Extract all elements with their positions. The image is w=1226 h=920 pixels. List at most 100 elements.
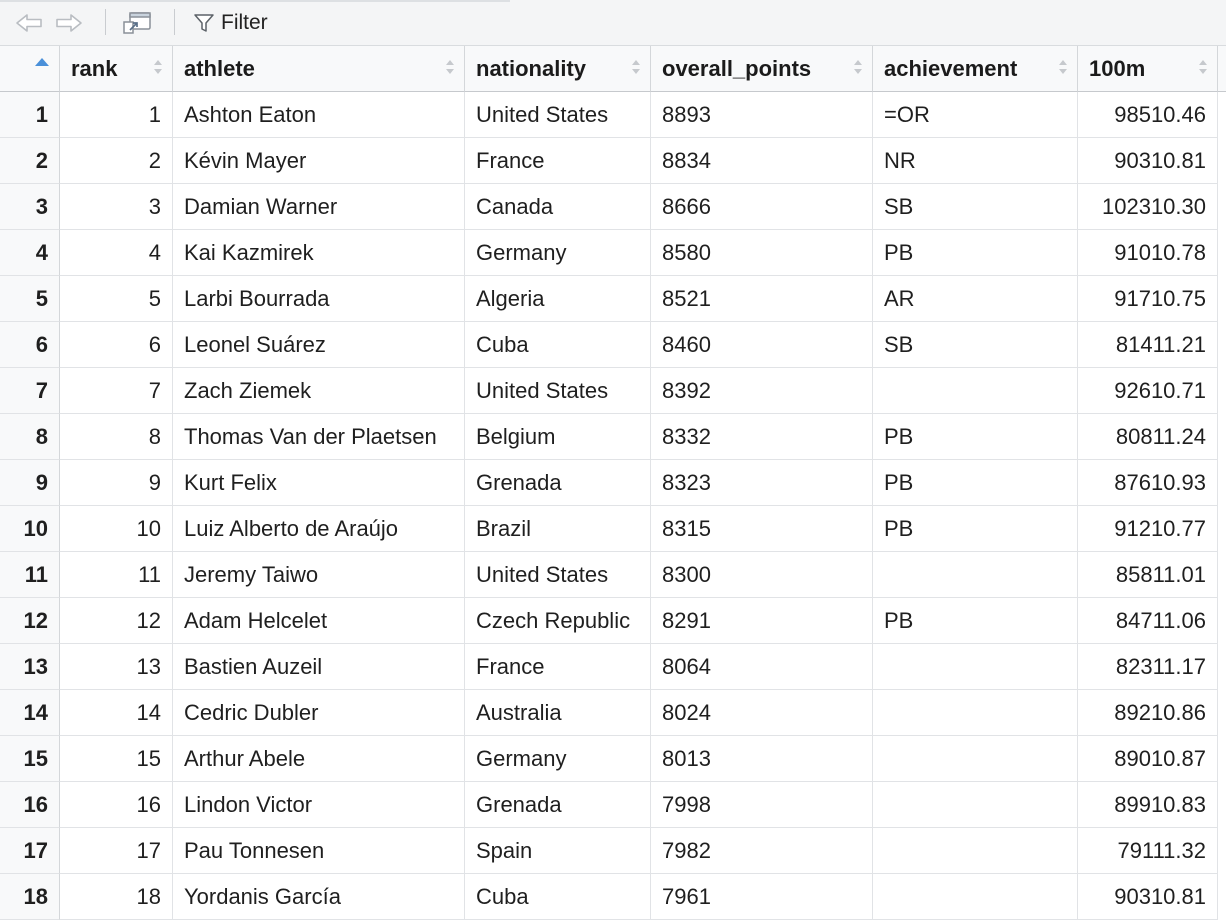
cell-rank: 1 [60,92,173,138]
table-row[interactable]: 6 6 Leonel Suárez Cuba 8460 SB 81411.21 [0,322,1226,368]
cell-nationality: Germany [465,736,651,782]
table-row[interactable]: 9 9 Kurt Felix Grenada 8323 PB 87610.93 [0,460,1226,506]
column-header-label: nationality [476,55,587,81]
table-row[interactable]: 12 12 Adam Helcelet Czech Republic 8291 PB 847… [0,598,1226,644]
cell-achievement: NR [873,138,1078,184]
table-row[interactable]: 5 5 Larbi Bourrada Algeria 8521 AR 91710.75 [0,276,1226,322]
column-header-overall-points[interactable]: overall_points [651,46,873,92]
sort-icon [1199,60,1207,74]
cell-overall-points: 7998 [651,782,873,828]
cell-nationality: Australia [465,690,651,736]
row-index: 10 [0,506,60,552]
row-index-header[interactable] [0,46,60,92]
table-row[interactable]: 8 8 Thomas Van der Plaetsen Belgium 8332 PB 80… [0,414,1226,460]
cell-overall-points: 8024 [651,690,873,736]
table-row[interactable]: 2 2 Kévin Mayer France 8834 NR 90310.81 [0,138,1226,184]
cell-achievement: SB [873,322,1078,368]
column-header-achievement[interactable]: achievement [873,46,1078,92]
cell-athlete: Jeremy Taiwo [173,552,465,598]
forward-button[interactable] [50,8,88,38]
table-row[interactable]: 16 16 Lindon Victor Grenada 7998 89910.83 [0,782,1226,828]
cell-100m: 87610.93 [1078,460,1218,506]
row-index: 12 [0,598,60,644]
cell-100m: 89010.87 [1078,736,1218,782]
cell-100m: 80811.24 [1078,414,1218,460]
sort-icon [854,60,862,74]
column-header-nationality[interactable]: nationality [465,46,651,92]
table-row[interactable]: 4 4 Kai Kazmirek Germany 8580 PB 91010.78 [0,230,1226,276]
cell-100m: 90310.81 [1078,874,1218,920]
cell-nationality: United States [465,552,651,598]
cell-athlete: Pau Tonnesen [173,828,465,874]
table-row[interactable]: 13 13 Bastien Auzeil France 8064 82311.17 [0,644,1226,690]
cell-rank: 14 [60,690,173,736]
cell-achievement [873,368,1078,414]
cell-athlete: Adam Helcelet [173,598,465,644]
cell-rank: 4 [60,230,173,276]
filter-button[interactable]: Filter [193,8,293,38]
cell-nationality: Grenada [465,782,651,828]
cell-athlete: Bastien Auzeil [173,644,465,690]
popout-window-icon [123,12,151,34]
cell-achievement: =OR [873,92,1078,138]
cell-nationality: Cuba [465,874,651,920]
row-index: 16 [0,782,60,828]
cell-athlete: Zach Ziemek [173,368,465,414]
cell-achievement: PB [873,414,1078,460]
cell-100m: 92610.71 [1078,368,1218,414]
cell-athlete: Kai Kazmirek [173,230,465,276]
table-row[interactable]: 7 7 Zach Ziemek United States 8392 92610.71 [0,368,1226,414]
cell-rank: 8 [60,414,173,460]
column-header-label: athlete [184,55,255,81]
cell-athlete: Kévin Mayer [173,138,465,184]
cell-athlete: Thomas Van der Plaetsen [173,414,465,460]
show-in-window-button[interactable] [118,8,156,38]
cell-100m: 98510.46 [1078,92,1218,138]
table-row[interactable]: 17 17 Pau Tonnesen Spain 7982 79111.32 [0,828,1226,874]
cell-100m: 91210.77 [1078,506,1218,552]
cell-achievement [873,690,1078,736]
row-index: 6 [0,322,60,368]
cell-rank: 11 [60,552,173,598]
cell-athlete: Larbi Bourrada [173,276,465,322]
cell-athlete: Kurt Felix [173,460,465,506]
cell-rank: 15 [60,736,173,782]
table-row[interactable]: 15 15 Arthur Abele Germany 8013 89010.87 [0,736,1226,782]
cell-rank: 10 [60,506,173,552]
cell-nationality: Brazil [465,506,651,552]
cell-rank: 2 [60,138,173,184]
cell-overall-points: 8291 [651,598,873,644]
column-header-athlete[interactable]: athlete [173,46,465,92]
header-filler [1218,46,1226,92]
cell-100m: 82311.17 [1078,644,1218,690]
table-row[interactable]: 18 18 Yordanis García Cuba 7961 90310.81 [0,874,1226,920]
table-row[interactable]: 14 14 Cedric Dubler Australia 8024 89210.86 [0,690,1226,736]
cell-achievement [873,736,1078,782]
table-row[interactable]: 10 10 Luiz Alberto de Araújo Brazil 8315 PB 91… [0,506,1226,552]
column-header-label: rank [71,55,118,81]
table-row[interactable]: 1 1 Ashton Eaton United States 8893 =OR 98510.… [0,92,1226,138]
cell-achievement [873,782,1078,828]
row-index: 2 [0,138,60,184]
cell-100m: 91010.78 [1078,230,1218,276]
cell-achievement [873,552,1078,598]
cell-100m: 81411.21 [1078,322,1218,368]
filter-funnel-icon [194,14,214,32]
cell-overall-points: 8013 [651,736,873,782]
cell-overall-points: 8323 [651,460,873,506]
back-button[interactable] [10,8,48,38]
row-index: 5 [0,276,60,322]
cell-100m: 90310.81 [1078,138,1218,184]
column-header-100m[interactable]: 100m [1078,46,1218,92]
cell-achievement: PB [873,506,1078,552]
cell-achievement [873,644,1078,690]
filter-label: Filter [221,11,268,34]
cell-rank: 3 [60,184,173,230]
column-header-label: achievement [884,55,1018,81]
column-header-rank[interactable]: rank [60,46,173,92]
table-row[interactable]: 3 3 Damian Warner Canada 8666 SB 102310.30 [0,184,1226,230]
sort-icon [632,60,640,74]
cell-overall-points: 8315 [651,506,873,552]
table-row[interactable]: 11 11 Jeremy Taiwo United States 8300 85811.0… [0,552,1226,598]
cell-100m: 84711.06 [1078,598,1218,644]
